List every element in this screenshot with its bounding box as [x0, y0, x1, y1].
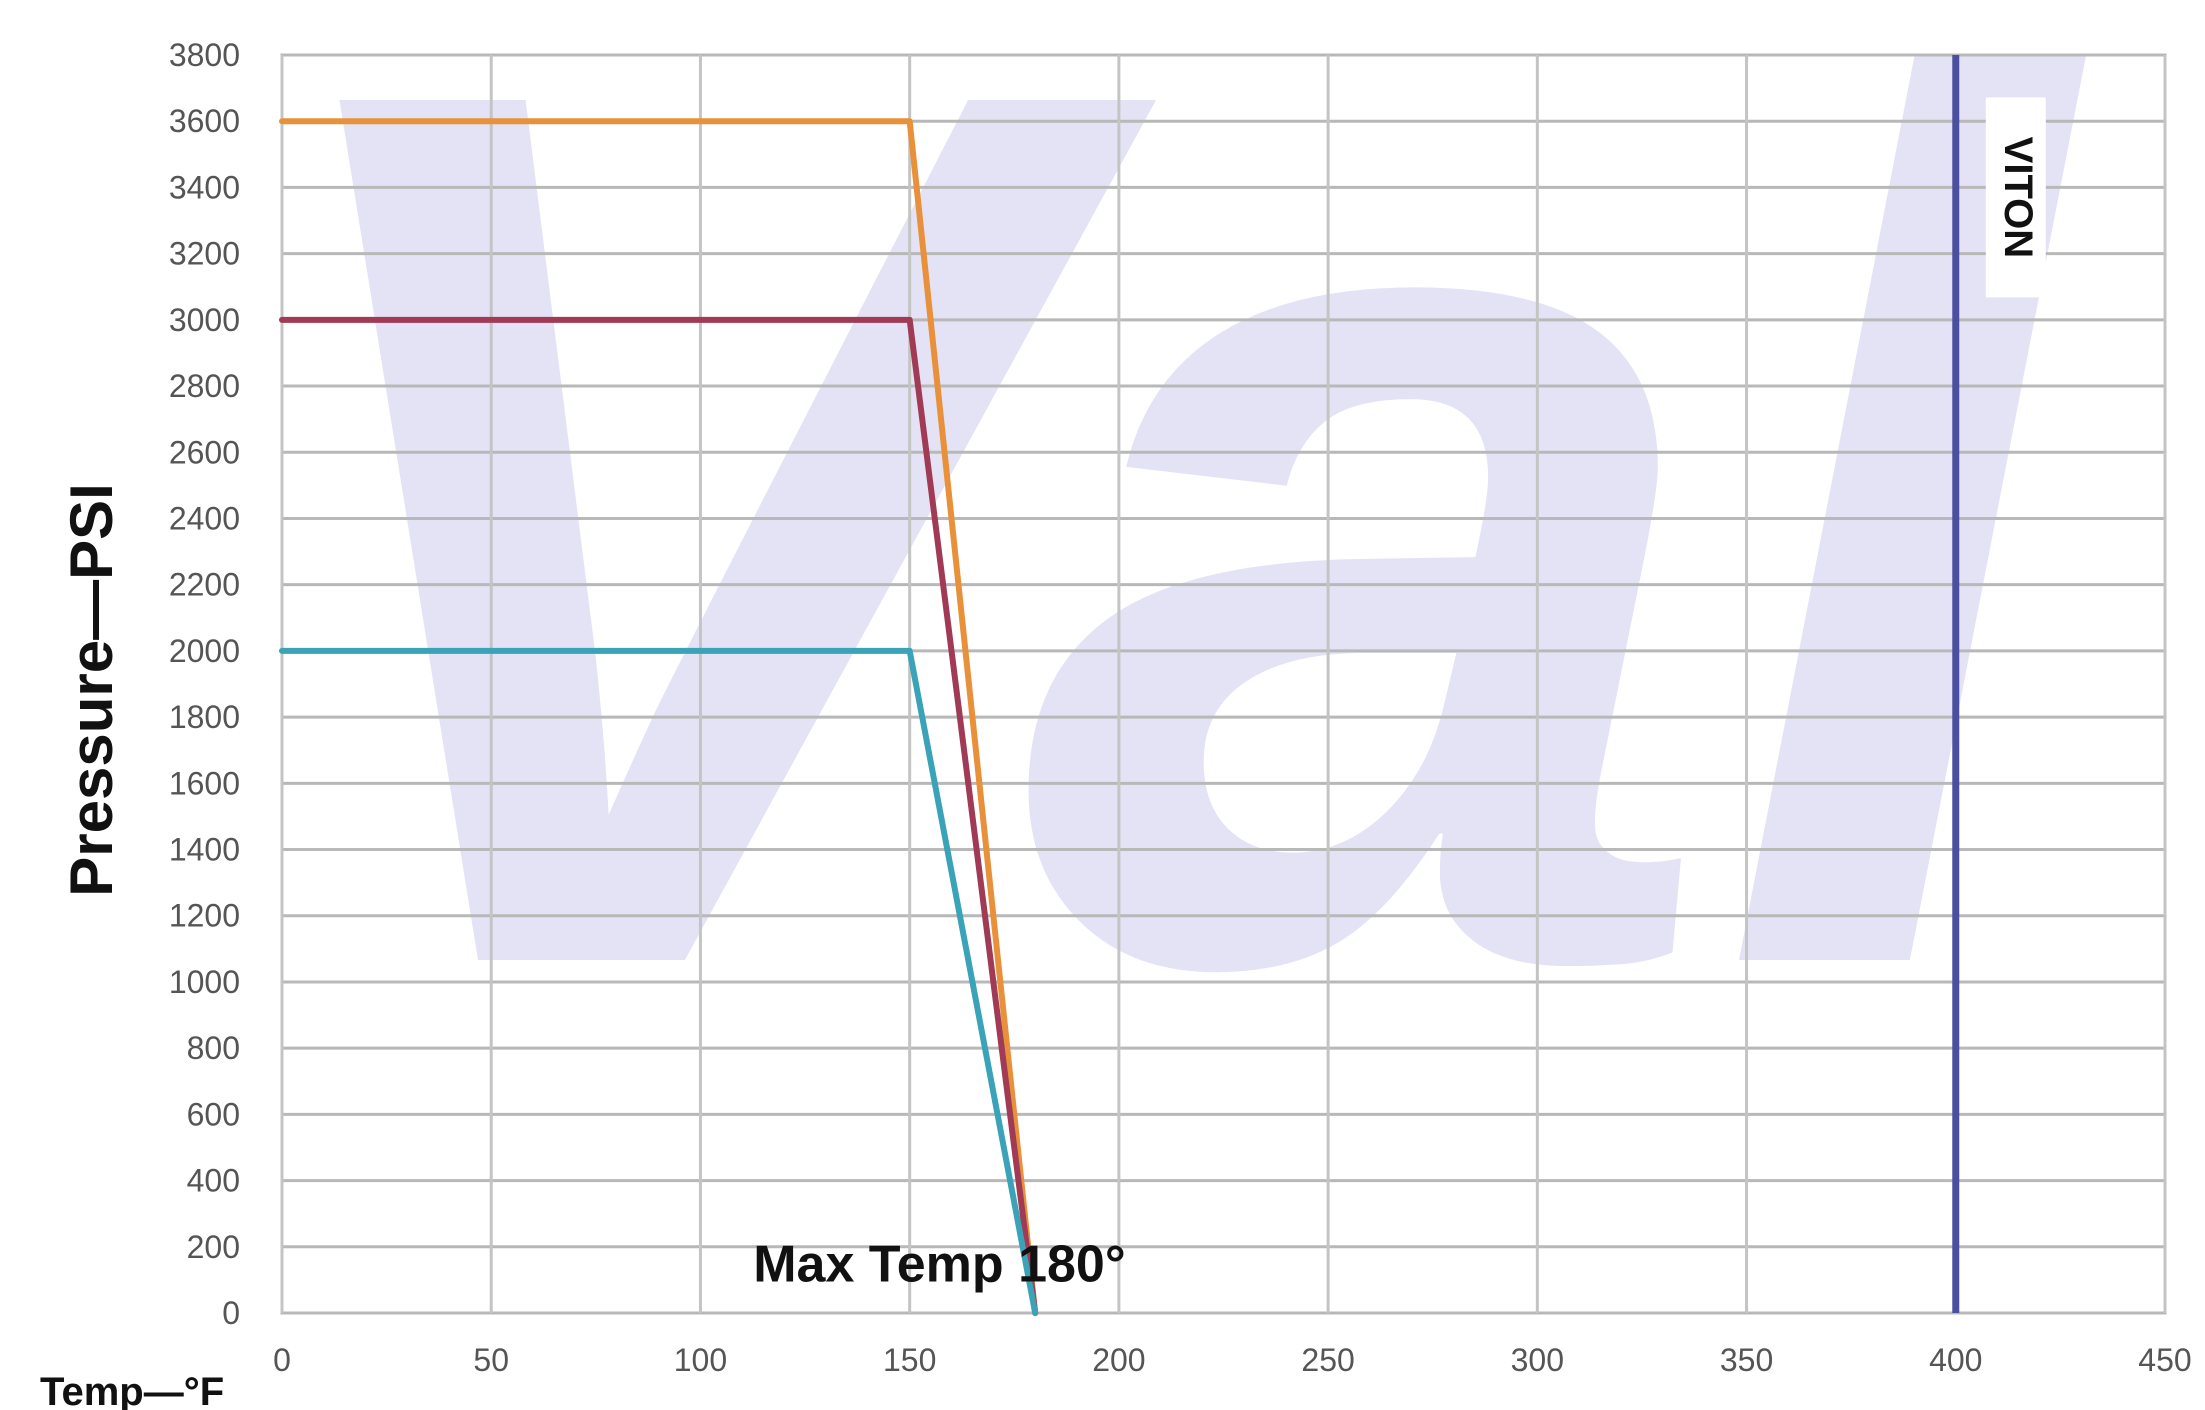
y-tick-label: 200	[187, 1229, 240, 1265]
x-tick-label: 450	[2138, 1342, 2191, 1378]
series-line-1	[279, 118, 1039, 1316]
y-tick-label: 2400	[169, 500, 240, 536]
y-tick-label: 1400	[169, 832, 240, 868]
x-tick-label: 200	[1092, 1342, 1145, 1378]
x-axis-title: Temp—°F	[40, 1370, 224, 1410]
y-tick-label: 1800	[169, 699, 240, 735]
series-lines: VITON Max Temp 180°	[279, 55, 2046, 1316]
y-tick-label: 2600	[169, 434, 240, 470]
max-temp-annotation: Max Temp 180°	[753, 1235, 1125, 1293]
series-line-2	[279, 316, 1039, 1316]
watermark-text: Val	[235, 0, 2089, 1225]
x-tick-label: 250	[1301, 1342, 1354, 1378]
x-tick-label: 150	[883, 1342, 936, 1378]
series-line-3	[279, 647, 1039, 1316]
y-tick-label: 3000	[169, 302, 240, 338]
x-tick-label: 0	[273, 1342, 291, 1378]
y-tick-label: 1200	[169, 898, 240, 934]
x-tick-label: 100	[674, 1342, 727, 1378]
viton-label-bg	[1985, 97, 2046, 298]
y-tick-label: 600	[187, 1096, 240, 1132]
watermark: Val	[235, 0, 2089, 1225]
tick-labels: 0200400600800100012001400160018002000220…	[169, 37, 2192, 1378]
y-axis-title: Pressure—PSI	[58, 483, 125, 897]
y-tick-label: 1000	[169, 964, 240, 1000]
x-tick-label: 400	[1929, 1342, 1982, 1378]
y-tick-label: 400	[187, 1163, 240, 1199]
y-tick-label: 800	[187, 1030, 240, 1066]
y-tick-label: 3600	[169, 103, 240, 139]
y-tick-label: 1600	[169, 765, 240, 801]
x-tick-label: 50	[473, 1342, 509, 1378]
y-tick-label: 2000	[169, 633, 240, 669]
y-tick-label: 2800	[169, 368, 240, 404]
x-tick-label: 300	[1511, 1342, 1564, 1378]
y-tick-label: 0	[222, 1295, 240, 1331]
grid	[280, 53, 2167, 1315]
y-tick-label: 3200	[169, 236, 240, 272]
y-tick-label: 3800	[169, 37, 240, 73]
y-tick-label: 3400	[169, 169, 240, 205]
x-tick-label: 350	[1720, 1342, 1773, 1378]
y-tick-label: 2200	[169, 567, 240, 603]
viton-label: VITON	[1996, 137, 2040, 259]
